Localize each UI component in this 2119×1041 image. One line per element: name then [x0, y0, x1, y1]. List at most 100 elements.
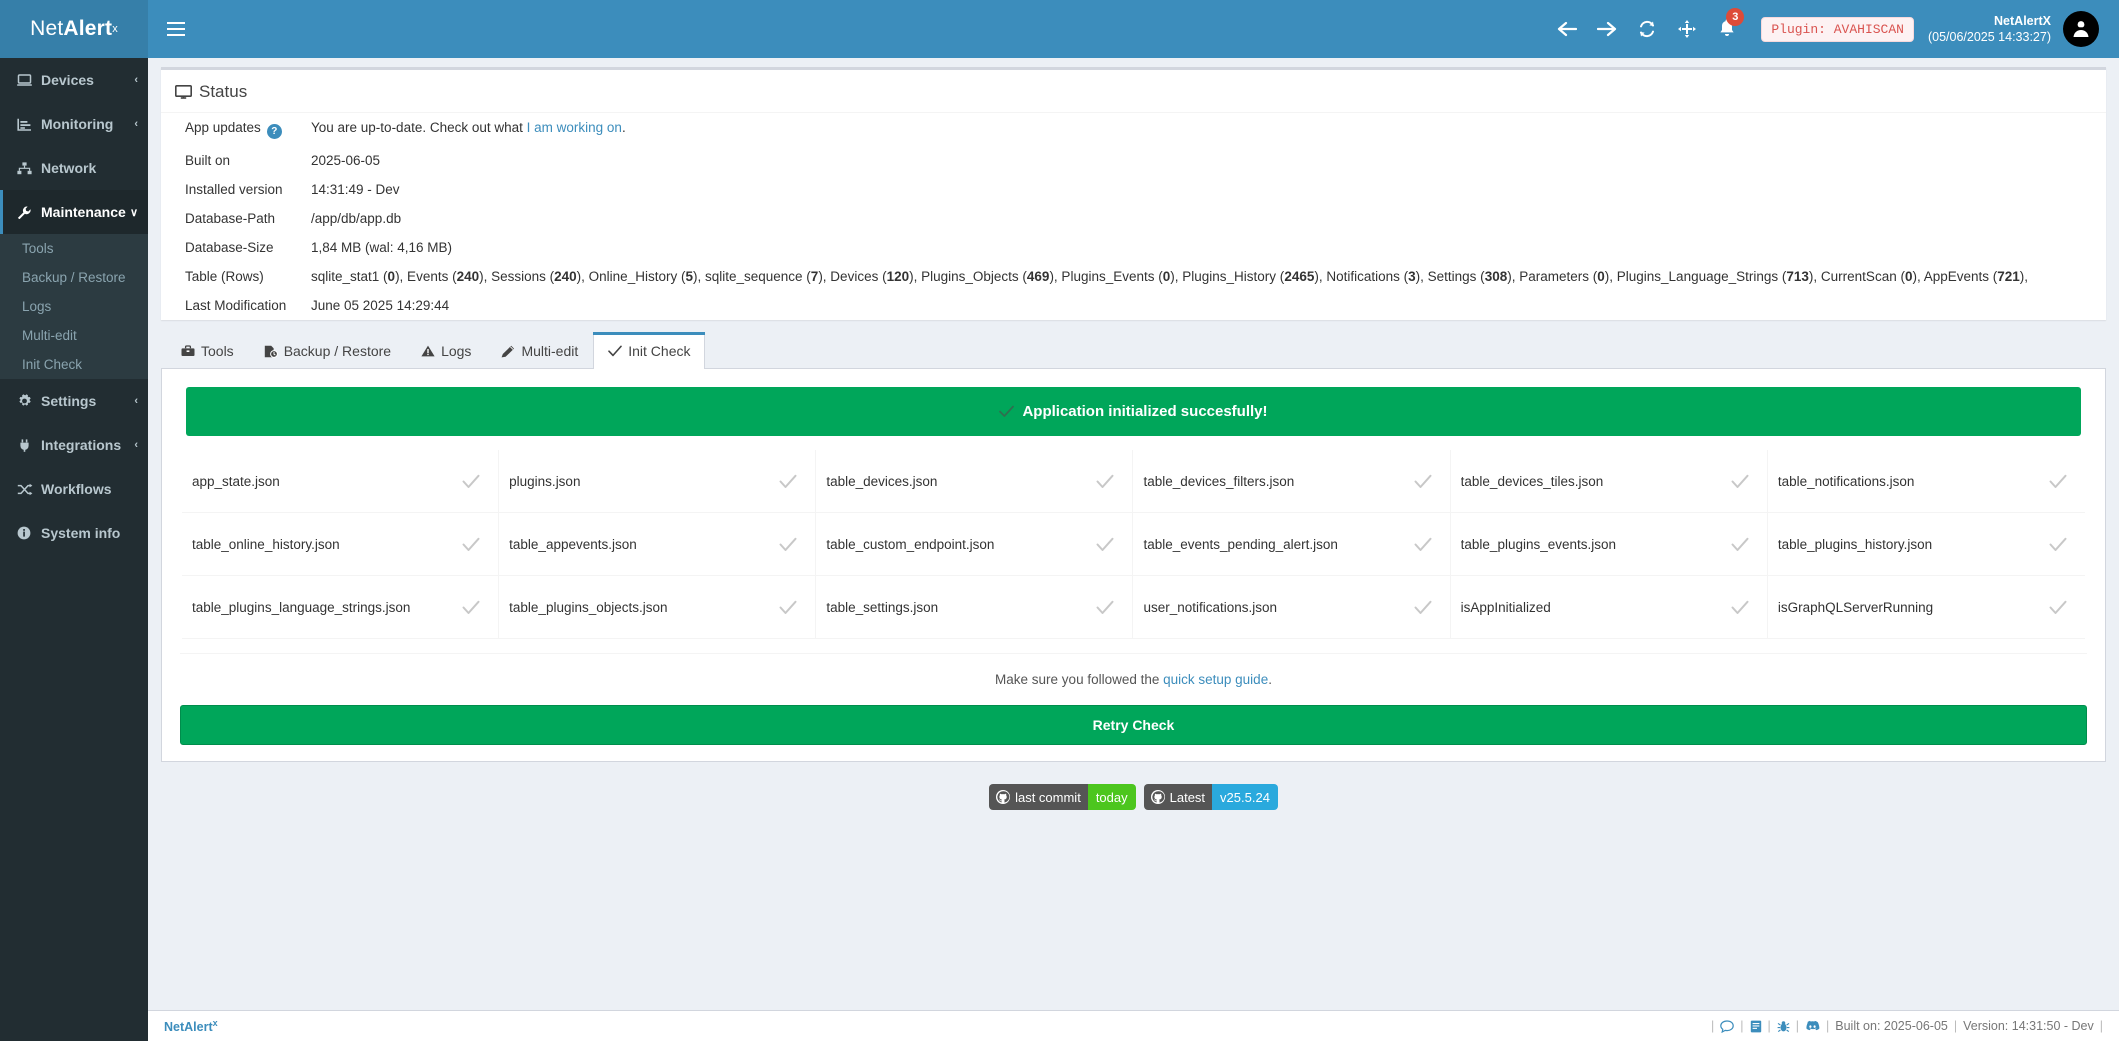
refresh-icon[interactable] [1627, 0, 1667, 58]
sidebar-subitem-logs[interactable]: Logs [22, 299, 52, 314]
quick-setup-guide-link[interactable]: quick setup guide [1163, 672, 1269, 687]
help-icon[interactable]: ? [266, 124, 282, 139]
forward-arrow-icon[interactable] [1587, 0, 1627, 58]
notifications-bell-icon[interactable]: 3 [1707, 0, 1747, 58]
discord-icon[interactable] [1805, 1020, 1820, 1032]
init-check-item-label: app_state.json [192, 473, 280, 489]
tab-tools[interactable]: Tools [166, 332, 249, 369]
init-check-item-label: table_plugins_events.json [1460, 536, 1617, 552]
sidebar-item-devices[interactable]: Devices ‹ [0, 58, 148, 102]
plugin-status-pill[interactable]: Plugin: AVAHISCAN [1761, 16, 1914, 42]
top-navbar: Net Alert x [0, 0, 2119, 58]
status-value: /app/db/app.db [311, 211, 402, 226]
sidebar-subitem-multi-edit[interactable]: Multi-edit [22, 328, 77, 343]
check-icon [1414, 537, 1432, 552]
init-check-item-label: table_devices_filters.json [1143, 473, 1295, 489]
check-icon [779, 600, 797, 615]
tab-backup-restore[interactable]: Backup / Restore [249, 332, 406, 369]
check-icon [608, 345, 623, 357]
comment-icon[interactable] [1720, 1019, 1735, 1033]
monitor-icon [175, 84, 192, 100]
sidebar-item-integrations[interactable]: Integrations ‹ [0, 423, 148, 467]
check-icon [462, 537, 480, 552]
status-box: Status App updates? You are up-to-date. … [161, 67, 2106, 320]
badge-left: Latest [1143, 784, 1213, 810]
init-check-item: isAppInitialized [1450, 576, 1768, 639]
init-check-item-label: table_plugins_language_strings.json [192, 599, 411, 615]
sidebar-toggle-button[interactable] [148, 0, 204, 58]
check-icon [2049, 537, 2067, 552]
badge-latest-version[interactable]: Latest v25.5.24 [1143, 784, 1278, 810]
init-check-item-label: table_settings.json [826, 599, 939, 615]
backup-icon [264, 345, 278, 358]
tab-label: Multi-edit [521, 343, 579, 359]
hint-text-pre: Make sure you followed the [995, 672, 1164, 687]
footer-brand[interactable]: NetAlertx [164, 1018, 218, 1034]
sidebar-item-system-info[interactable]: System info [0, 511, 148, 555]
table-row: Installed version 14:31:49 - Dev [161, 175, 2106, 204]
chart-icon [17, 118, 39, 131]
status-key: Database-Path [185, 211, 276, 226]
badge-left-label: Latest [1169, 789, 1206, 805]
status-value-table-rows: sqlite_stat1 (0), Events (240), Sessions… [311, 269, 2029, 284]
table-row: Last Modification June 05 2025 14:29:44 [161, 291, 2106, 320]
footer-brand-superscript: x [212, 1017, 218, 1028]
brand-text-light: Net [30, 17, 64, 40]
sidebar-item-label: Workflows [41, 481, 112, 497]
badge-last-commit[interactable]: last commit today [989, 784, 1136, 810]
sidebar-item-monitoring[interactable]: Monitoring ‹ [0, 102, 148, 146]
status-table: App updates? You are up-to-date. Check o… [161, 112, 2106, 320]
check-icon [1096, 474, 1114, 489]
bug-icon[interactable] [1777, 1020, 1790, 1033]
init-check-item-label: table_online_history.json [192, 536, 340, 552]
tab-logs[interactable]: Logs [406, 332, 486, 369]
sidebar-item-network[interactable]: Network [0, 146, 148, 190]
init-check-item-label: isGraphQLServerRunning [1777, 599, 1934, 615]
book-icon[interactable] [1750, 1020, 1762, 1033]
status-value: 1,84 MB (wal: 4,16 MB) [311, 240, 453, 255]
sidebar-item-label: Settings [41, 393, 97, 409]
expand-move-icon[interactable] [1667, 0, 1707, 58]
sidebar-subitem-init-check[interactable]: Init Check [22, 357, 83, 372]
sidebar-item-maintenance[interactable]: Maintenance ∨ [0, 190, 148, 234]
working-on-link[interactable]: I am working on [526, 120, 622, 135]
retry-check-button[interactable]: Retry Check [180, 705, 2087, 745]
sidebar-subitem-tools[interactable]: Tools [22, 241, 54, 256]
user-info[interactable]: NetAlertX (05/06/2025 14:33:27) [1924, 13, 2063, 46]
tab-init-check[interactable]: Init Check [593, 332, 706, 369]
init-check-item: plugins.json [499, 450, 817, 513]
maintenance-submenu: Tools Backup / Restore Logs Multi-edit I… [0, 234, 148, 379]
init-check-item: table_plugins_history.json [1767, 513, 2085, 576]
check-icon [2049, 600, 2067, 615]
sitemap-icon [17, 161, 39, 175]
status-key: Table (Rows) [185, 269, 264, 284]
app-update-text-post: . [621, 120, 626, 135]
app-logo[interactable]: Net Alert x [0, 0, 148, 58]
user-avatar-icon[interactable] [2063, 11, 2099, 47]
check-icon [1096, 537, 1114, 552]
sidebar-item-workflows[interactable]: Workflows [0, 467, 148, 511]
back-arrow-icon[interactable] [1547, 0, 1587, 58]
init-check-item: table_notifications.json [1767, 450, 2085, 513]
tab-label: Tools [201, 343, 234, 359]
sidebar-item-settings[interactable]: Settings ‹ [0, 379, 148, 423]
toolbox-icon [181, 345, 195, 357]
check-icon [779, 474, 797, 489]
sidebar-subitem-backup-restore[interactable]: Backup / Restore [22, 270, 126, 285]
shuffle-icon [17, 483, 39, 496]
init-check-item: table_plugins_language_strings.json [182, 576, 500, 639]
footer-brand-text: NetAlert [164, 1020, 213, 1035]
check-icon [1731, 537, 1749, 552]
init-check-item: user_notifications.json [1133, 576, 1451, 639]
init-check-panel: Application initialized succesfully! app… [161, 369, 2106, 762]
tab-label: Logs [441, 343, 472, 359]
github-icon [1150, 790, 1165, 804]
badge-right-value: today [1087, 784, 1136, 810]
page-footer: NetAlertx | | | | | Built on: 2025-06-05… [148, 1010, 2119, 1041]
tab-multi-edit[interactable]: Multi-edit [486, 332, 593, 369]
main-sidebar: Devices ‹ Monitoring ‹ Network Maintenan… [0, 58, 148, 1041]
hint-text-post: . [1268, 672, 1272, 687]
warning-triangle-icon [421, 345, 435, 357]
init-check-item-label: user_notifications.json [1143, 599, 1278, 615]
brand-superscript: x [112, 23, 118, 35]
